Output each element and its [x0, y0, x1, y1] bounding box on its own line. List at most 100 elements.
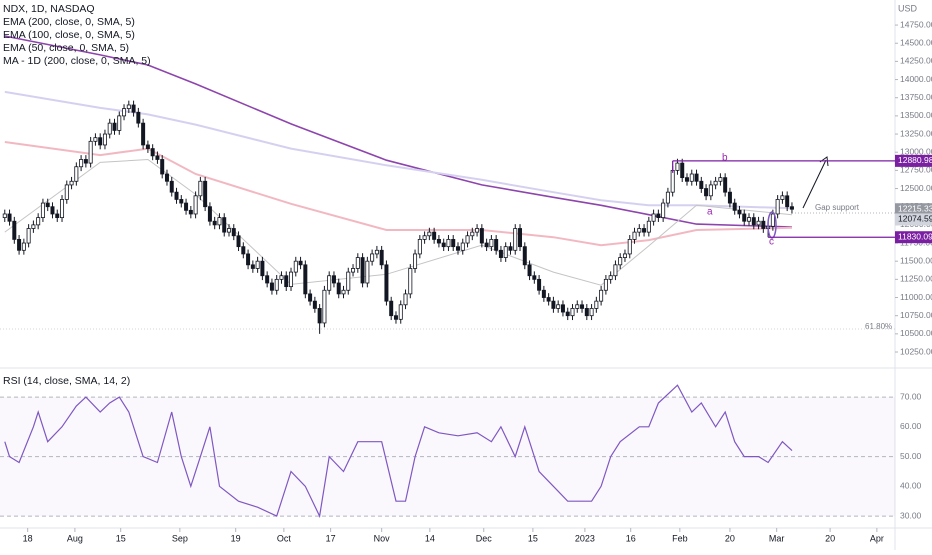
candle-body [708, 184, 713, 197]
candle-body [308, 293, 313, 302]
y-tick-label: 10750.00 [900, 310, 932, 320]
candle-body [69, 180, 74, 186]
candle-body [689, 173, 694, 182]
candle-body [198, 180, 203, 197]
price-tag-label: 12215.33 [898, 203, 932, 213]
candle-body [36, 217, 41, 226]
candle-body [355, 257, 360, 269]
candle-body [17, 238, 22, 251]
candle-body [136, 111, 141, 124]
candle-body [618, 257, 623, 266]
candle-body [193, 195, 198, 215]
candle-body [174, 191, 179, 200]
candle-body [489, 238, 494, 248]
candle-body [384, 264, 389, 302]
x-tick-label: 15 [116, 533, 126, 543]
x-tick-label: 17 [326, 533, 336, 543]
price-tag-label: 11830.09 [898, 231, 932, 241]
candle-body [622, 253, 627, 258]
candle-body [241, 246, 246, 255]
candle-body [527, 264, 532, 277]
candle-body [789, 206, 794, 210]
fib-label: 61.80% [865, 322, 892, 331]
candle-body [398, 304, 403, 320]
candle-body [570, 308, 575, 317]
candle-body [651, 213, 656, 222]
x-tick-label: Apr [870, 533, 884, 543]
candle-body [475, 228, 480, 233]
candle-body [370, 253, 375, 262]
candle-body [393, 315, 398, 320]
candle-body [642, 228, 647, 233]
x-tick-label: Aug [67, 533, 83, 543]
candle-body [83, 159, 88, 164]
candle-body [503, 246, 508, 258]
candle-body [289, 271, 294, 288]
price-tag [895, 154, 932, 167]
candle-body [79, 159, 84, 168]
x-tick-label: Sep [172, 533, 188, 543]
candle-body [122, 108, 127, 117]
candle-body [627, 238, 632, 255]
candle-body [50, 206, 55, 215]
candle-body [551, 300, 556, 309]
candle-body [661, 202, 666, 219]
candle-body [723, 177, 728, 193]
candle-body [775, 199, 780, 215]
candle-body [389, 300, 394, 317]
candle-body [403, 293, 408, 306]
candle-body [704, 188, 709, 197]
candle-body [40, 202, 45, 219]
candle-body [603, 278, 608, 291]
candle-body [188, 209, 193, 215]
candle-body [60, 199, 65, 219]
arrow [802, 159, 827, 209]
candle-body [312, 300, 317, 309]
price-tag-label: 12074.59 [898, 214, 932, 224]
price-tag [895, 213, 932, 226]
candle-body [12, 220, 17, 240]
candle-body [455, 246, 460, 251]
candle-body [26, 228, 31, 244]
candle-body [64, 184, 69, 200]
y-tick-label: 13500.00 [900, 110, 932, 120]
candle-body [265, 275, 270, 284]
rsi-line [4, 384, 793, 519]
candle-body [761, 220, 766, 229]
candle-body [556, 304, 561, 309]
candle-body [737, 209, 742, 215]
y-tick-label: 40.00 [900, 481, 922, 491]
candle-body [747, 217, 752, 222]
candle-body [684, 177, 689, 182]
candle-body [413, 253, 418, 269]
candle-body [494, 238, 499, 251]
candle-body [560, 304, 565, 313]
candle-body [236, 235, 241, 248]
candle-body [255, 260, 260, 269]
y-tick-label: 13250.00 [900, 128, 932, 138]
candle-body [74, 166, 79, 182]
candle-body [713, 180, 718, 186]
candle-body [484, 242, 489, 248]
candle-body [522, 246, 527, 266]
wave-label: c [769, 237, 774, 248]
candle-body [670, 169, 675, 193]
candle-body [580, 304, 585, 309]
x-tick-label: 14 [425, 533, 435, 543]
candle-body [2, 213, 7, 219]
candle-body [599, 289, 604, 302]
x-tick-label: Oct [277, 533, 292, 543]
candle-body [446, 238, 451, 248]
candle-body [102, 133, 107, 146]
candle-body [680, 162, 685, 179]
candle-body [770, 213, 775, 227]
candle-body [379, 249, 384, 266]
y-tick-label: 12500.00 [900, 183, 932, 193]
x-tick-label: Feb [672, 533, 688, 543]
legend-entry: EMA (100, close, 0, SMA, 5) [3, 29, 135, 41]
candle-body [365, 260, 370, 284]
candle-body [541, 289, 546, 298]
candle-body [274, 278, 279, 291]
